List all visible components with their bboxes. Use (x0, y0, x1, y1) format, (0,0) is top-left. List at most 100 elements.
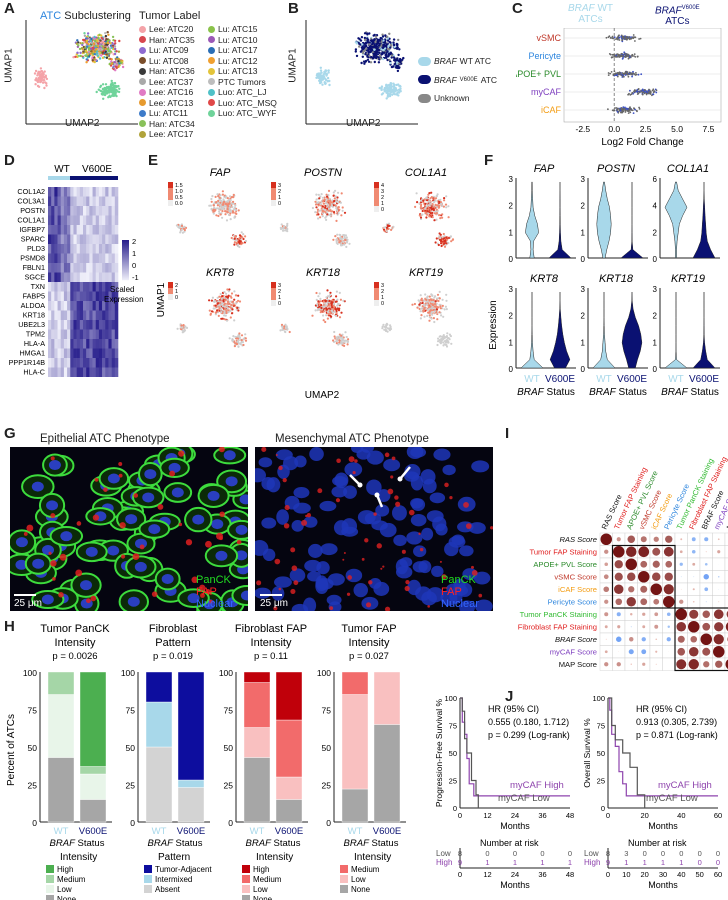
corr-circle (616, 537, 621, 542)
fap-signal (274, 558, 281, 565)
head-text: WT (594, 3, 613, 14)
umap-point (389, 46, 392, 49)
umap-point (430, 191, 433, 194)
heat-cell (83, 187, 87, 197)
umap-point (182, 324, 185, 327)
nucleus (422, 478, 437, 494)
umap-point (325, 215, 328, 218)
heat-cell (108, 253, 112, 263)
umap-point (85, 58, 88, 61)
fc-point (634, 40, 636, 42)
umap-point (219, 213, 222, 216)
corr-circle (641, 649, 647, 655)
nucleus (473, 571, 491, 585)
heat-cell (57, 348, 62, 358)
umap-point (424, 293, 427, 296)
umap-point (385, 329, 388, 332)
heat-cell (63, 291, 68, 301)
umap-point (218, 304, 221, 307)
nucleus (235, 550, 248, 561)
umap-point (445, 339, 448, 342)
fap-signal (48, 551, 52, 555)
umap-point (282, 227, 285, 230)
umap-point (424, 211, 427, 214)
umap-point (324, 206, 327, 209)
fc-point (628, 71, 631, 74)
scale-tick: 1 (381, 201, 384, 207)
umap-point (427, 308, 430, 311)
umap-point (340, 339, 343, 342)
fap-signal (218, 447, 225, 453)
scale-tick: 1 (278, 295, 281, 301)
umap-point (434, 300, 437, 303)
umap-point (102, 43, 105, 46)
tick-label: 0 (509, 255, 514, 264)
corr-cell (724, 645, 728, 659)
heat-cell (48, 329, 52, 339)
legend-item: Han: ATC34 (139, 119, 195, 130)
umap-point (238, 335, 241, 338)
heat-cell (108, 367, 112, 377)
umap-point (215, 214, 218, 217)
scale-gradient (122, 242, 129, 244)
umap-point (345, 335, 348, 339)
umap-point (114, 69, 117, 72)
nucleus (319, 500, 337, 512)
umap-point (388, 87, 391, 91)
umap-point (219, 292, 222, 296)
heat-cell (60, 215, 65, 225)
umap-point (227, 200, 230, 203)
heat-cell (111, 301, 116, 311)
umap-point (342, 299, 345, 302)
x-axis-title: BRAF Status (50, 838, 105, 849)
heat-cell (92, 320, 97, 330)
scale-tick: 1 (175, 289, 178, 295)
umap-point (101, 56, 105, 59)
nucleus (293, 502, 311, 514)
violin-wt (592, 292, 616, 369)
scale-tick: 3 (381, 283, 384, 289)
heat-cell (98, 187, 103, 197)
x-axis-title: BRAF Status (246, 838, 301, 849)
fc-point (611, 37, 614, 40)
umap-point (217, 314, 220, 317)
legend-item: Lu: ATC08 (139, 56, 195, 67)
scale-gradient (122, 245, 129, 247)
umap-point (72, 56, 75, 59)
umap-point (396, 46, 399, 49)
umap-point (314, 211, 317, 214)
legend-item: Han: ATC36 (139, 66, 195, 77)
scale-gradient (122, 275, 129, 277)
fap-signal (449, 496, 453, 500)
legend-swatch (340, 885, 348, 893)
fap-signal (103, 487, 108, 492)
panel-label-h: H (4, 618, 15, 635)
xlabel-gene: BRAF (50, 838, 77, 849)
heat-cell (76, 291, 81, 301)
corr-circle (604, 599, 609, 604)
umap-point (387, 222, 391, 225)
fc-point (649, 93, 652, 95)
umap-point (99, 44, 102, 47)
heat-cell (105, 215, 109, 225)
heat-cell (79, 348, 84, 358)
heat-cell (54, 206, 58, 216)
umap-point (386, 47, 390, 51)
fap-signal (278, 587, 282, 591)
heat-cell (79, 367, 84, 377)
row-var-label: APOE+ PVL Score (533, 560, 597, 569)
p-value: p = 0.0026 (52, 651, 97, 662)
umap-point (232, 339, 235, 342)
umap-point (374, 46, 378, 49)
umap-point (208, 299, 211, 302)
umap-point (441, 304, 444, 307)
heat-cell (76, 310, 81, 320)
nucleus (444, 542, 459, 557)
nucleus (406, 447, 424, 459)
umap-point (439, 305, 442, 308)
fap-signal (278, 465, 283, 471)
umap-point (443, 245, 447, 248)
umap-point (385, 230, 388, 233)
umap-point (317, 193, 320, 196)
umap-point (441, 298, 444, 301)
